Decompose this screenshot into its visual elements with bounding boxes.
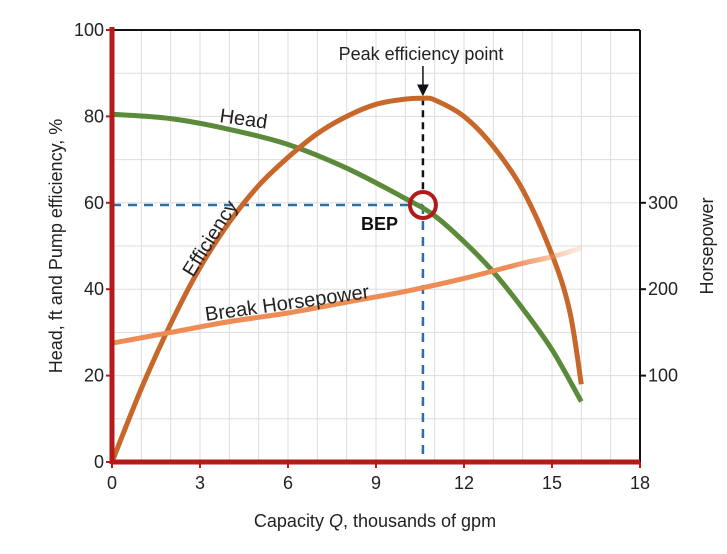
peak-efficiency-annotation: Peak efficiency point	[339, 44, 504, 64]
tick-labels: 0 3 6 9 12 15 18 0 20 40 60 80 100 100 200 300	[74, 20, 678, 493]
y-tick-label: 0	[94, 452, 104, 472]
bep-marker	[407, 189, 438, 220]
efficiency-curve	[109, 95, 584, 463]
break-horsepower-curve	[111, 245, 582, 346]
x-axis-title: Capacity Q, thousands of gpm	[254, 511, 496, 531]
y2-tick-label: 200	[648, 279, 678, 299]
head-curve	[111, 111, 584, 403]
y-tick-label: 40	[84, 279, 104, 299]
x-tick-label: 12	[454, 473, 474, 493]
bep-guide-lines	[112, 66, 429, 462]
x-tick-label: 6	[283, 473, 293, 493]
y-axis-title: Head, ft and Pump efficiency, %	[46, 119, 66, 373]
y-tick-label: 60	[84, 193, 104, 213]
grid	[112, 30, 640, 462]
bep-label: BEP	[361, 214, 398, 234]
x-tick-label: 15	[542, 473, 562, 493]
x-tick-label: 3	[195, 473, 205, 493]
y2-tick-label: 300	[648, 193, 678, 213]
x-tick-label: 18	[630, 473, 650, 493]
x-tick-label: 9	[371, 473, 381, 493]
break-horsepower-curve-label: Break Horsepower	[204, 281, 371, 326]
y-tick-label: 80	[84, 106, 104, 126]
y-tick-label: 100	[74, 20, 104, 40]
curves	[109, 95, 584, 463]
efficiency-curve-label: Efficiency	[179, 197, 243, 281]
y2-axis-title: Horsepower	[697, 197, 717, 294]
y-tick-label: 20	[84, 366, 104, 386]
y2-tick-label: 100	[648, 366, 678, 386]
x-tick-label: 0	[107, 473, 117, 493]
